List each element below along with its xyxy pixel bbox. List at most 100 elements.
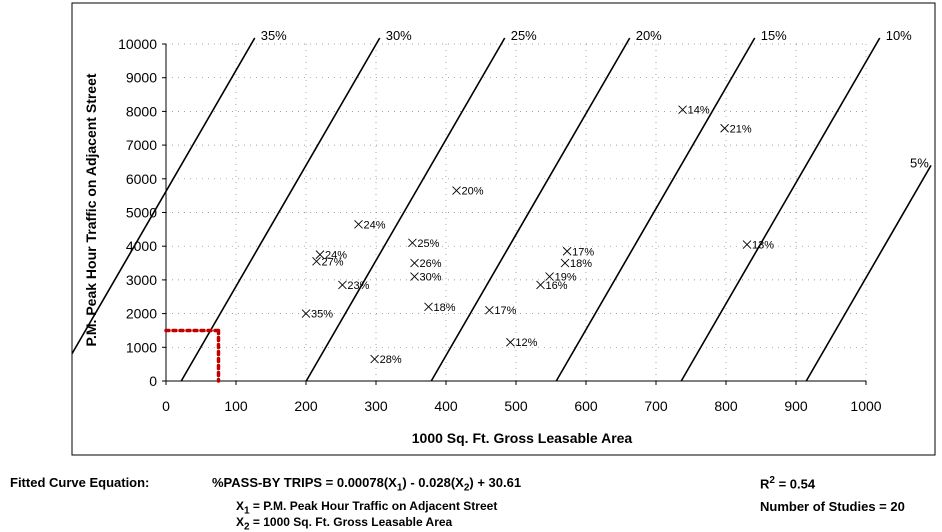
contour-line-5 <box>805 165 932 382</box>
contour-label-5: 5% <box>910 155 929 170</box>
data-point-marker <box>370 354 379 364</box>
r2-sup: 2 <box>769 475 775 486</box>
contour-line-30 <box>180 37 381 382</box>
x1-prefix: X <box>236 499 245 513</box>
x-tick-label: 0 <box>162 398 170 414</box>
data-point-label: 21% <box>730 123 752 135</box>
data-point-label: 24% <box>364 219 386 231</box>
equation-mid: ) - 0.028(X <box>402 475 464 490</box>
data-point-label: 13% <box>752 240 774 252</box>
data-point-marker <box>678 105 687 115</box>
x-tick-label: 1000 <box>850 398 881 414</box>
data-point-marker <box>410 258 419 268</box>
x-axis-title: 1000 Sq. Ft. Gross Leasable Area <box>412 430 633 446</box>
x1-sub: 1 <box>244 505 250 517</box>
data-point-label: 24% <box>325 250 347 262</box>
y-axis-title: P.M. Peak Hour Traffic on Adjacent Stree… <box>83 73 99 346</box>
equation-sub-1: 1 <box>396 482 403 494</box>
data-point-label: 19% <box>555 272 577 284</box>
data-point-label: 18% <box>570 258 592 270</box>
data-point-marker <box>562 246 572 256</box>
x-tick-label: 400 <box>434 398 458 414</box>
x1-def: = P.M. Peak Hour Traffic on Adjacent Str… <box>249 499 498 513</box>
data-point-label: 35% <box>311 309 333 321</box>
data-point-label: 27% <box>322 256 344 268</box>
data-point-label: 23% <box>347 280 369 292</box>
data-point-marker <box>742 240 752 249</box>
x-tick-label: 800 <box>714 398 738 414</box>
x2-prefix: X <box>236 515 245 529</box>
r-squared: R2 = 0.54 <box>760 475 815 491</box>
data-point-label: 16% <box>546 280 568 292</box>
data-point-marker <box>720 123 729 133</box>
y-tick-label: 6000 <box>126 171 157 187</box>
contour-line-15 <box>555 37 756 382</box>
x-tick-label: 700 <box>644 398 668 414</box>
y-tick-label: 9000 <box>126 70 157 86</box>
data-point-marker <box>545 272 554 281</box>
contour-line-10 <box>680 37 881 382</box>
y-tick-label: 2000 <box>126 306 157 322</box>
data-point-marker <box>485 305 494 315</box>
x2-definition: X2 = 1000 Sq. Ft. Gross Leasable Area <box>236 515 452 532</box>
x-tick-label: 100 <box>224 398 248 414</box>
data-point-marker <box>506 337 515 347</box>
x-tick-label: 200 <box>294 398 318 414</box>
data-point-marker <box>312 257 321 266</box>
fitted-equation: %PASS-BY TRIPS = 0.00078(X1) - 0.028(X2)… <box>212 475 521 494</box>
y-tick-label: 8000 <box>126 103 157 119</box>
x-tick-label: 300 <box>364 398 388 414</box>
data-point-label: 20% <box>462 186 484 198</box>
contour-line-20 <box>430 37 631 382</box>
data-point-marker <box>408 238 417 248</box>
data-point-label: 30% <box>420 272 442 284</box>
r2-prefix: R <box>760 476 770 492</box>
x-tick-label: 600 <box>574 398 598 414</box>
plot-area: 0100020003000400050006000700080009000100… <box>71 28 932 414</box>
y-tick-label: 10000 <box>118 36 157 52</box>
equation-rhs: ) + 30.61 <box>469 475 522 490</box>
r2-value: = 0.54 <box>774 476 816 492</box>
data-point-label: 17% <box>572 246 594 258</box>
contour-label-35: 35% <box>261 28 287 43</box>
x-tick-label: 500 <box>504 398 528 414</box>
data-point-marker <box>536 280 545 290</box>
data-point-marker <box>338 280 347 290</box>
y-tick-label: 5000 <box>126 205 157 221</box>
data-point-label: 12% <box>515 337 537 349</box>
data-point-marker <box>410 272 419 281</box>
data-point-label: 17% <box>494 305 516 317</box>
data-point-label: 28% <box>380 354 402 366</box>
number-of-studies: Number of Studies = 20 <box>760 499 905 514</box>
y-tick-label: 1000 <box>126 339 157 355</box>
y-tick-label: 4000 <box>126 238 157 254</box>
x-tick-label: 900 <box>784 398 808 414</box>
data-point-marker <box>560 258 570 268</box>
data-point-marker <box>315 250 325 259</box>
contour-line-25 <box>305 37 506 382</box>
y-tick-label: 7000 <box>126 137 157 153</box>
data-point-label: 14% <box>688 105 710 117</box>
chart-frame <box>71 2 936 456</box>
contour-label-10: 10% <box>886 28 912 43</box>
x1-definition: X1 = P.M. Peak Hour Traffic on Adjacent … <box>236 499 497 516</box>
data-point-label: 25% <box>417 238 439 250</box>
data-point-label: 18% <box>434 302 456 314</box>
data-point-marker <box>301 309 311 318</box>
contour-line-35 <box>71 37 256 355</box>
y-tick-label: 3000 <box>126 272 157 288</box>
equation-sub-2: 2 <box>463 482 470 494</box>
y-tick-label: 0 <box>149 373 157 389</box>
equation-label: Fitted Curve Equation: <box>10 475 150 490</box>
data-point-label: 26% <box>420 258 442 270</box>
x2-def: = 1000 Sq. Ft. Gross Leasable Area <box>249 515 453 529</box>
x2-sub: 2 <box>244 521 250 532</box>
equation-lhs: %PASS-BY TRIPS = 0.00078(X <box>212 475 397 490</box>
data-point-marker <box>354 219 363 229</box>
data-point-marker <box>424 302 433 312</box>
contour-label-25: 25% <box>511 28 537 43</box>
contour-label-30: 30% <box>386 28 412 43</box>
data-point-marker <box>452 186 461 195</box>
contour-label-20: 20% <box>636 28 662 43</box>
